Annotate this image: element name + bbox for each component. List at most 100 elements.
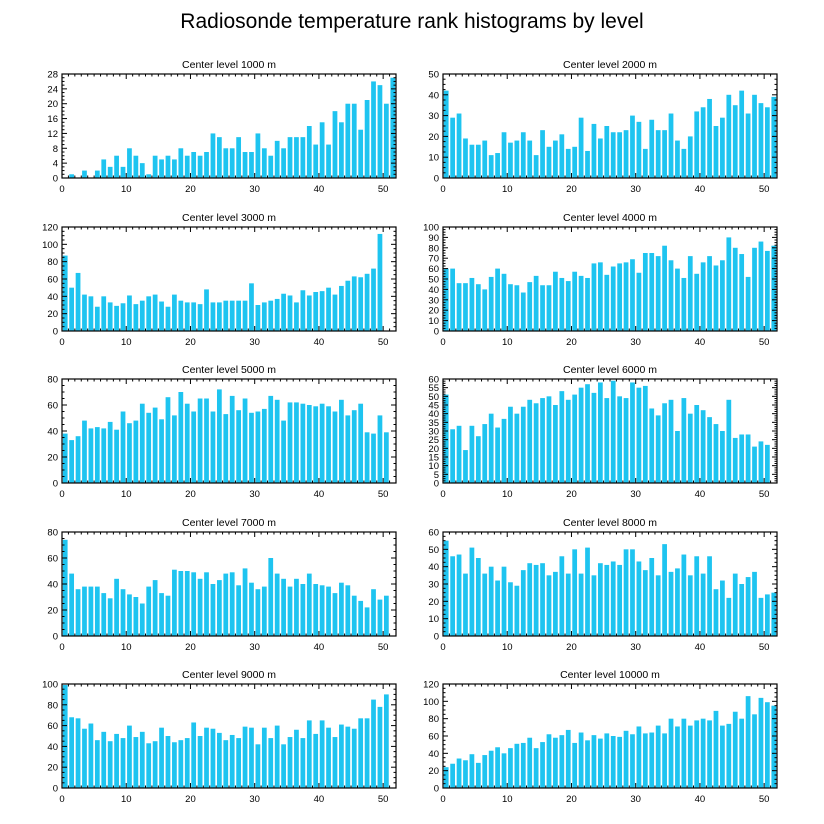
histogram-bar: [540, 742, 545, 788]
histogram-bar: [236, 585, 242, 636]
histogram-bar: [107, 166, 113, 178]
histogram-bar: [255, 305, 261, 331]
panel-title: Center level 7000 m: [182, 517, 276, 529]
x-tick-label: 40: [314, 184, 325, 195]
x-tick-label: 30: [630, 794, 641, 805]
y-tick-label: 12: [47, 129, 58, 140]
histogram-bar: [456, 283, 462, 331]
histogram-bar: [82, 728, 87, 788]
y-tick-label: 50: [428, 275, 439, 286]
histogram-bar: [242, 568, 248, 636]
histogram-bar: [540, 563, 545, 636]
histogram-bar: [488, 155, 494, 178]
histogram-panel: Center level 2000 m 0 10 20 30 40 50 0 10 20 30 40 5…: [428, 59, 778, 195]
x-tick-label: 50: [378, 489, 389, 500]
histogram-bar: [578, 275, 584, 331]
y-tick-label: 80: [47, 375, 58, 386]
histogram-bar: [242, 726, 248, 788]
y-tick-label: 0: [434, 632, 439, 643]
histogram-bar: [495, 427, 500, 483]
histogram-bar: [675, 431, 680, 483]
y-tick-label: 40: [47, 427, 58, 438]
x-tick-label: 40: [695, 184, 706, 195]
histogram-bar: [732, 437, 738, 483]
y-tick-label: 20: [428, 444, 439, 455]
x-tick-label: 20: [185, 184, 196, 195]
histogram-bar: [520, 406, 526, 483]
histogram-bar: [88, 723, 94, 788]
histogram-bar: [546, 285, 552, 331]
histogram-bar: [668, 571, 674, 636]
histogram-bar: [152, 155, 158, 178]
histogram-bar: [69, 440, 75, 483]
histogram-bar: [377, 85, 383, 178]
x-tick-label: 10: [502, 642, 513, 653]
histogram-bar: [313, 292, 319, 331]
histogram-bar: [127, 423, 132, 483]
x-tick-label: 30: [249, 337, 260, 348]
y-tick-label: 28: [47, 70, 58, 81]
histogram-bar: [443, 540, 449, 636]
x-tick-label: 40: [314, 489, 325, 500]
histogram-bar: [764, 107, 770, 178]
histogram-bar: [520, 292, 526, 331]
histogram-bar: [501, 753, 507, 788]
y-tick-label: 55: [428, 383, 439, 394]
histogram-bar: [210, 302, 216, 331]
histogram-bar: [681, 398, 687, 483]
histogram-bar: [610, 266, 616, 331]
histogram-bar: [287, 295, 293, 331]
y-tick-label: 100: [42, 240, 58, 251]
histogram-bar: [520, 132, 526, 178]
x-tick-label: 30: [630, 184, 641, 195]
histogram-bar: [488, 413, 494, 483]
y-tick-label: 40: [47, 742, 58, 753]
histogram-bar: [591, 575, 597, 636]
y-tick-label: 120: [42, 223, 58, 234]
histogram-bar: [178, 148, 184, 178]
histogram-bar: [358, 129, 364, 178]
x-tick-label: 20: [185, 794, 196, 805]
histogram-bar: [720, 725, 725, 788]
y-tick-label: 0: [53, 632, 58, 643]
histogram-bar: [172, 159, 177, 178]
histogram-bar: [114, 429, 119, 483]
histogram-bar: [165, 306, 171, 331]
histogram-bar: [300, 738, 306, 788]
histogram-bar: [540, 398, 545, 483]
histogram-bar: [120, 589, 126, 636]
x-tick-label: 50: [759, 489, 770, 500]
histogram-bar: [540, 130, 545, 178]
histogram-bar: [345, 280, 351, 331]
histogram-bar: [675, 268, 680, 331]
x-tick-label: 0: [440, 642, 445, 653]
histogram-bar: [475, 284, 481, 331]
histogram-bar: [469, 547, 475, 636]
histogram-bar: [495, 153, 500, 178]
histogram-bar: [371, 81, 376, 178]
histogram-bar: [681, 277, 687, 331]
histogram-bar: [463, 283, 468, 331]
histogram-bar: [197, 398, 203, 483]
histogram-bar: [675, 726, 680, 788]
histogram-bar: [165, 155, 171, 178]
y-tick-label: 80: [47, 528, 58, 539]
x-tick-label: 30: [630, 642, 641, 653]
histogram-bar: [469, 425, 475, 483]
x-tick-label: 50: [378, 794, 389, 805]
histogram-bar: [159, 159, 164, 178]
histogram-bar: [495, 747, 500, 788]
histogram-bar: [732, 711, 738, 788]
y-tick-label: 20: [47, 453, 58, 464]
y-tick-label: 40: [47, 580, 58, 591]
histogram-bar: [75, 718, 81, 788]
histogram-bar: [687, 725, 693, 788]
histogram-bar: [713, 589, 719, 636]
histogram-bar: [223, 300, 229, 331]
y-tick-label: 0: [53, 784, 58, 795]
histogram-bar: [475, 558, 481, 636]
histogram-bar: [377, 706, 383, 788]
histogram-bar: [694, 720, 700, 788]
histogram-bar: [204, 289, 209, 331]
x-tick-label: 20: [566, 184, 577, 195]
